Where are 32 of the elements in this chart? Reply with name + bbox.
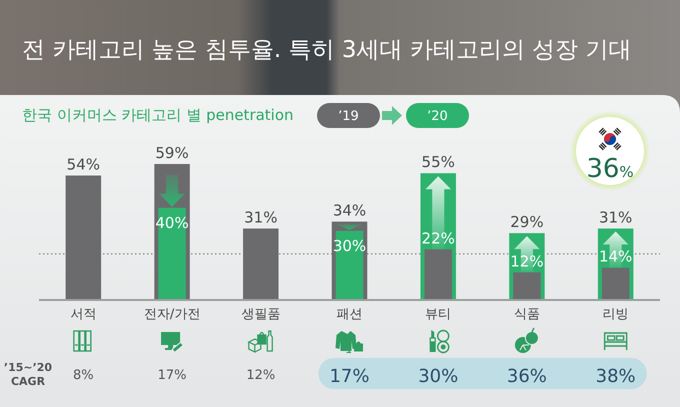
data-label: 30% xyxy=(332,236,366,255)
text: 36% xyxy=(506,366,547,387)
x-tick-label: 전자/가전 xyxy=(144,307,200,322)
data-label: 14% xyxy=(598,248,632,266)
data-label: 34% xyxy=(332,202,366,220)
text: 38% xyxy=(596,366,636,387)
data-label: 12% xyxy=(510,252,544,270)
x-tick-label: 서적 xyxy=(70,307,96,322)
data-label: 59% xyxy=(155,144,189,162)
data-label: 22% xyxy=(422,229,455,248)
x-tick-label: 리빙 xyxy=(602,307,629,322)
chart-title: 전 카테고리 높은 침투율. 특히 3세대 카테고리의 성장 기대 xyxy=(22,37,632,63)
x-tick-label: 패션 xyxy=(336,307,362,322)
text: 17% xyxy=(329,366,370,387)
x-tick-label: 식품 xyxy=(514,307,540,322)
text: 12% xyxy=(246,368,276,383)
data-label: 29% xyxy=(510,213,544,232)
data-label: 40% xyxy=(155,214,189,232)
x-tick-label: 뷰티 xyxy=(425,307,452,322)
text: 17% xyxy=(158,368,187,383)
chart-subtitle: 한국 이커머스 카테고리 별 penetration xyxy=(22,106,294,124)
data-label: 55% xyxy=(422,153,455,172)
legend-label: ’20 xyxy=(427,109,448,124)
data-label: 31% xyxy=(598,208,632,227)
text: ’15~’20 CAGR xyxy=(4,361,52,388)
data-label: 31% xyxy=(244,208,278,227)
text: 30% xyxy=(418,366,458,387)
text: ’19 xyxy=(338,109,359,124)
data-label: 54% xyxy=(66,156,100,174)
x-tick-label: 생필품 xyxy=(241,307,280,322)
annotation: 36% xyxy=(586,154,634,184)
text: 8% xyxy=(73,368,94,383)
